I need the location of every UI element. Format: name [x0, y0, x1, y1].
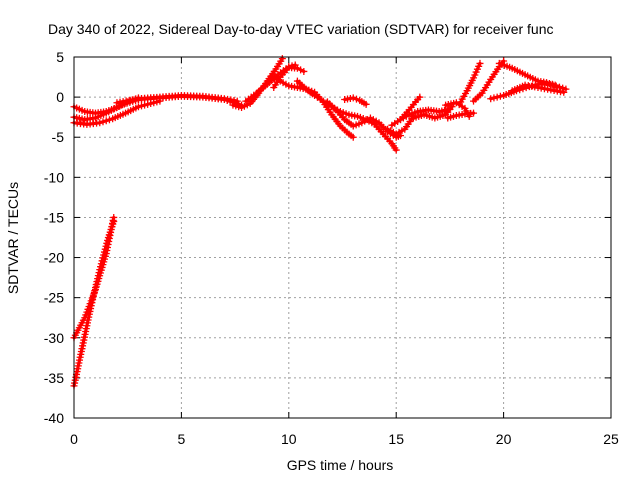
- data-point-marker: [88, 299, 96, 307]
- data-point-marker: [490, 94, 498, 102]
- data-point-marker: [493, 93, 501, 101]
- data-point-marker: [91, 284, 99, 292]
- series-arc-12: [293, 77, 400, 154]
- data-point-marker: [110, 217, 118, 225]
- data-point-marker: [496, 92, 504, 100]
- data-point-marker: [349, 94, 357, 102]
- data-point-marker: [560, 88, 568, 96]
- data-point-marker: [555, 83, 563, 91]
- series-line: [386, 114, 415, 136]
- data-point-marker: [552, 82, 560, 90]
- y-tick-label: -5: [52, 129, 65, 145]
- data-point-marker: [134, 103, 142, 111]
- series-arc-13: [323, 98, 404, 141]
- series-arc-11: [268, 73, 357, 141]
- data-point-marker: [416, 93, 424, 101]
- data-point-marker: [141, 101, 149, 109]
- series-arc-2: [70, 217, 118, 390]
- series-arc-25: [508, 81, 568, 96]
- x-tick-label: 25: [603, 431, 619, 447]
- data-point-marker: [297, 66, 305, 74]
- data-series: [70, 55, 570, 390]
- x-tick-label: 5: [178, 431, 186, 447]
- data-point-marker: [94, 275, 102, 283]
- data-point-marker: [392, 146, 400, 154]
- data-point-marker: [96, 119, 104, 127]
- y-tick-label: -35: [44, 370, 64, 386]
- chart-title: Day 340 of 2022, Sidereal Day-to-day VTE…: [48, 21, 554, 37]
- grid-lines: [74, 57, 611, 418]
- data-point-marker: [87, 302, 95, 310]
- series-arc-7: [134, 92, 246, 109]
- y-axis-label: SDTVAR / TECUs: [5, 182, 21, 294]
- data-point-marker: [105, 116, 113, 124]
- data-point-marker: [99, 118, 107, 126]
- series-arc-20: [444, 109, 478, 122]
- data-point-marker: [470, 109, 478, 117]
- data-point-marker: [349, 133, 357, 141]
- y-tick-label: -10: [44, 169, 64, 185]
- data-point-marker: [549, 81, 557, 89]
- series-arc-18: [409, 103, 456, 122]
- data-point-marker: [487, 95, 495, 103]
- y-tick-label: -20: [44, 250, 64, 266]
- y-tick-label: 0: [56, 89, 64, 105]
- plot-frame: [73, 56, 612, 419]
- data-point-marker: [559, 84, 567, 92]
- data-point-marker: [90, 290, 98, 298]
- data-point-marker: [352, 95, 360, 103]
- x-tick-label: 20: [496, 431, 512, 447]
- x-tick-label: 0: [70, 431, 78, 447]
- data-point-marker: [91, 287, 99, 295]
- x-tick-label: 15: [388, 431, 404, 447]
- y-tick-label: -30: [44, 330, 64, 346]
- y-tick-label: -25: [44, 290, 64, 306]
- series-arc-17: [396, 93, 424, 124]
- data-point-marker: [89, 293, 97, 301]
- data-point-marker: [293, 64, 301, 72]
- series-arc-5: [70, 96, 142, 124]
- x-axis-label: GPS time / hours: [287, 457, 394, 473]
- series-arc-15: [384, 112, 417, 138]
- data-point-marker: [95, 269, 103, 277]
- data-point-marker: [476, 59, 484, 67]
- data-point-marker: [278, 55, 286, 63]
- data-point-marker: [93, 278, 101, 286]
- data-point-marker: [89, 296, 97, 304]
- data-point-marker: [92, 281, 100, 289]
- y-tick-label: -40: [44, 410, 64, 426]
- x-tick-label: 10: [281, 431, 297, 447]
- data-point-marker: [94, 272, 102, 280]
- data-point-marker: [300, 67, 308, 75]
- series-arc-21: [457, 59, 484, 106]
- series-arc-14: [341, 94, 370, 108]
- y-tick-label: 5: [56, 49, 64, 65]
- data-point-marker: [362, 100, 370, 108]
- data-point-marker: [102, 117, 110, 125]
- data-point-marker: [138, 102, 146, 110]
- axis-ticks: 0 5 10 15 20 25 5 0 -5 -10 -15 -20 -25 -30 -35 -40: [44, 49, 619, 447]
- series-arc-4: [70, 97, 164, 128]
- y-tick-label: -15: [44, 209, 64, 225]
